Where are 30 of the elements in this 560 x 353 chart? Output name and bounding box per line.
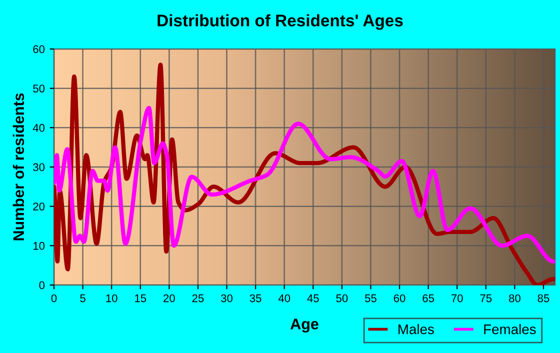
- y-tick-label: 10: [33, 242, 45, 250]
- x-axis-title: Age: [290, 318, 318, 333]
- y-tick-label: 30: [33, 163, 45, 172]
- x-tick-label: 10: [106, 294, 118, 302]
- x-tick-label: 55: [364, 294, 376, 302]
- x-tick-label: 50: [336, 294, 348, 302]
- x-tick-label: 25: [192, 294, 204, 302]
- x-tick-label: 30: [221, 294, 233, 302]
- y-axis-title: Number of residents: [12, 93, 24, 240]
- x-tick-label: 45: [307, 294, 319, 302]
- x-tick-label: 20: [164, 294, 175, 302]
- x-tick-label: 15: [135, 294, 146, 302]
- x-tick-label: 80: [508, 294, 520, 302]
- x-tick-label: 75: [480, 294, 492, 302]
- y-tick-label: 40: [32, 124, 45, 132]
- y-tick-label: 20: [33, 202, 45, 210]
- x-tick-label: 5: [80, 294, 86, 302]
- y-tick-label: 50: [33, 84, 45, 92]
- x-tick-label: 70: [451, 294, 463, 302]
- x-tick-label: 40: [278, 294, 290, 302]
- x-tick-label: 85: [538, 294, 550, 302]
- x-tick-label: 0: [51, 294, 57, 302]
- x-tick-label: 60: [394, 294, 406, 302]
- chart-title: Distribution of Residents' Ages: [158, 14, 403, 30]
- legend-label: Males: [398, 324, 434, 334]
- y-tick-label: 60: [33, 45, 45, 54]
- x-tick-label: 35: [250, 294, 262, 302]
- y-tick-label: 0: [39, 281, 45, 290]
- legend-label: Females: [484, 324, 536, 334]
- x-tick-label: 65: [422, 294, 434, 302]
